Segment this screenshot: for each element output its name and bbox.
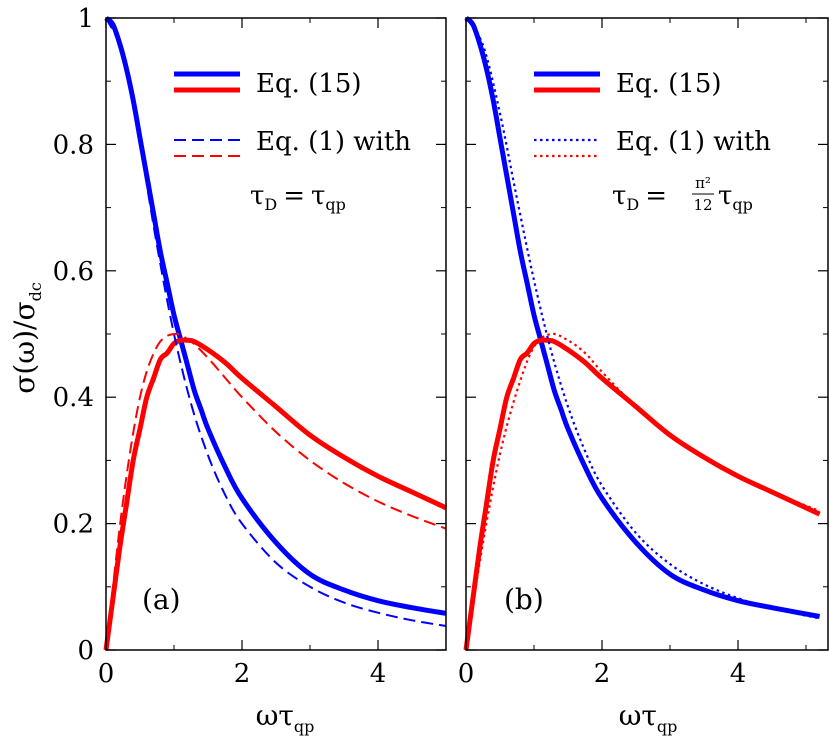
y-tick-label: 0.2	[53, 510, 94, 540]
x-tick-label: 0	[98, 659, 115, 689]
svg-text:τqp: τqp	[718, 181, 753, 214]
panel-b-series-dotted-blue	[465, 17, 820, 620]
legend-b-dotted-label: Eq. (1) with	[616, 127, 771, 157]
panel-b-frame	[465, 17, 829, 651]
x-tick-label: 4	[370, 659, 387, 689]
panel-a: 00.20.40.60.810 2 4 Eq. (15) Eq. (1) with …	[53, 4, 448, 689]
y-tick-label: 1	[77, 4, 94, 34]
legend-b-solid-label: Eq. (15)	[616, 69, 722, 99]
panel-a-frame	[105, 17, 447, 651]
x-tick-label: 2	[234, 659, 251, 689]
panel-a-series-dashed-blue	[105, 17, 447, 627]
panel-b-series-solid-blue	[464, 16, 821, 619]
x-tick-label: 2	[594, 659, 611, 689]
panel-a-series-dashed-red	[105, 332, 447, 651]
legend-b-frac-den: 12	[693, 196, 712, 214]
y-tick-label: 0.4	[53, 383, 94, 413]
x-tick-label: 0	[458, 659, 475, 689]
panel-b-series-solid-red	[463, 337, 821, 651]
legend-b-frac-num: π²	[695, 174, 711, 192]
legend-b-formula: τD = π² 12 τqp	[612, 174, 753, 214]
x-axis-title-a: ωτqp	[256, 699, 315, 736]
y-tick-label: 0.8	[53, 130, 94, 160]
panel-a-label: (a)	[142, 583, 181, 616]
legend-a-dashed-label: Eq. (1) with	[256, 127, 411, 157]
x-tick-label: 4	[730, 659, 747, 689]
y-tick-label: 0.6	[53, 257, 94, 287]
panel-a-series-solid-blue	[104, 16, 447, 616]
svg-text:τD=: τD =	[612, 181, 667, 214]
y-tick-label: 0	[77, 636, 94, 666]
panel-a-series-solid-red	[103, 337, 448, 651]
panel-b-series-dotted-red	[464, 332, 821, 651]
x-axis-title-b: ωτqp	[619, 699, 678, 736]
y-axis-title: σ(ω)/σdc	[8, 282, 45, 394]
legend-a-solid-label: Eq. (15)	[256, 69, 362, 99]
panel-b-label: (b)	[504, 583, 544, 616]
legend-a-formula: τD = τqp	[250, 181, 346, 214]
